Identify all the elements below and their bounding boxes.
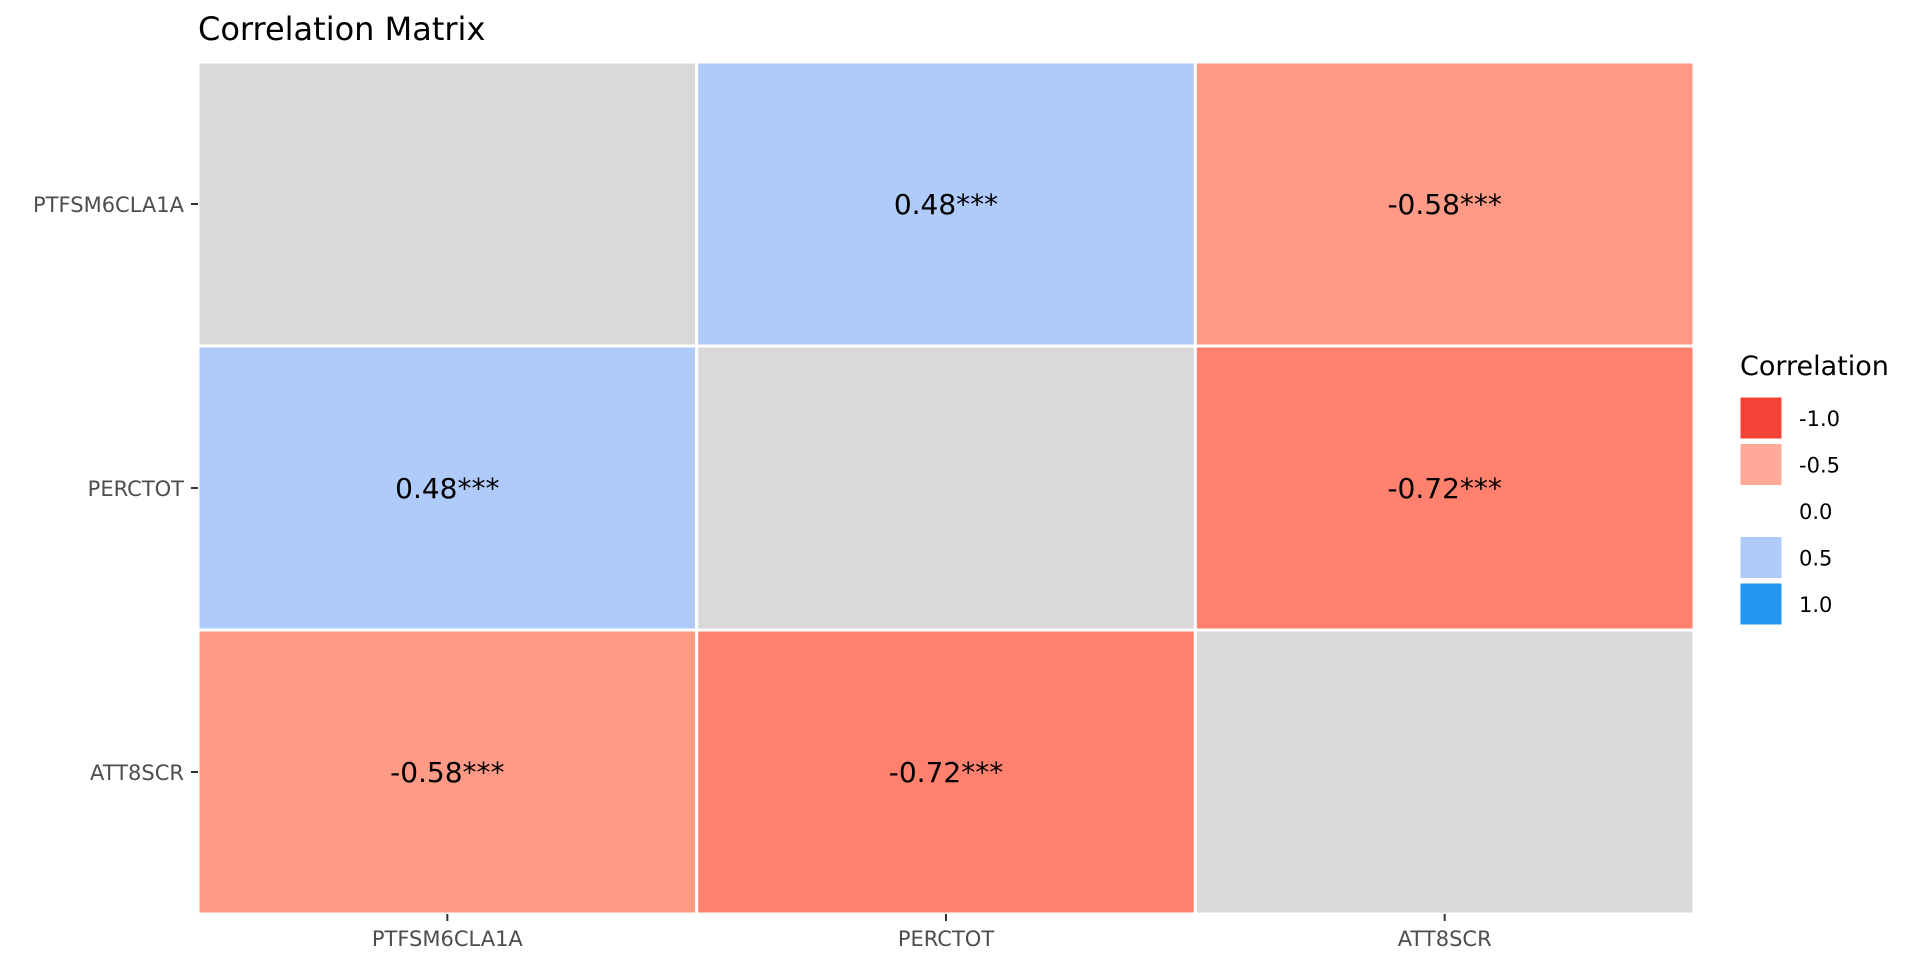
x-axis: PTFSM6CLA1A PERCTOT ATT8SCR: [372, 914, 1492, 951]
legend-label: 0.0: [1799, 500, 1832, 524]
heatmap-cell: [196, 60, 699, 348]
x-tick-label: PERCTOT: [898, 927, 994, 951]
cell-value-label: 0.48***: [894, 188, 998, 221]
legend-key: [1739, 536, 1783, 579]
legend-key: [1739, 582, 1783, 626]
legend-key: [1739, 489, 1783, 533]
y-tick-label: PERCTOT: [88, 477, 184, 501]
legend-title: Correlation: [1740, 351, 1889, 382]
cell-value-label: -0.72***: [1387, 472, 1501, 505]
x-tick-label: PTFSM6CLA1A: [372, 927, 524, 951]
heatmap-cell: [1193, 344, 1696, 632]
legend-key: [1739, 396, 1783, 440]
y-tick-label: PTFSM6CLA1A: [33, 193, 185, 217]
heatmap-cell: [1193, 60, 1696, 348]
heatmap-cell: [695, 344, 1197, 632]
cell-value-label: 0.48***: [395, 472, 499, 505]
legend-key: [1739, 443, 1783, 486]
legend-label: -0.5: [1799, 454, 1840, 478]
cell-value-label: -0.58***: [390, 756, 504, 789]
legend-label: 1.0: [1799, 593, 1832, 617]
heatmap-cells: [196, 60, 1696, 916]
legend-label: 0.5: [1799, 547, 1832, 571]
heatmap-cell: [695, 60, 1197, 348]
cell-value-label: -0.58***: [1387, 188, 1501, 221]
legend: Correlation -1.0 -0.5 0.0 0.5 1.0: [1739, 351, 1889, 626]
x-tick-label: ATT8SCR: [1398, 927, 1492, 951]
y-tick-label: ATT8SCR: [90, 761, 184, 785]
legend-label: -1.0: [1799, 407, 1840, 431]
cell-value-label: -0.72***: [889, 756, 1003, 789]
heatmap-cell-labels: 0.48*** -0.58*** 0.48*** -0.72*** -0.58*** -0…: [390, 188, 1502, 789]
y-axis: PTFSM6CLA1A PERCTOT ATT8SCR: [33, 193, 198, 785]
legend-entries: -1.0 -0.5 0.0 0.5 1.0: [1739, 396, 1840, 626]
heatmap-cell: [1193, 628, 1696, 916]
heatmap-cell: [196, 344, 699, 632]
heatmap-cell: [695, 628, 1197, 916]
chart-title: Correlation Matrix: [198, 10, 485, 48]
